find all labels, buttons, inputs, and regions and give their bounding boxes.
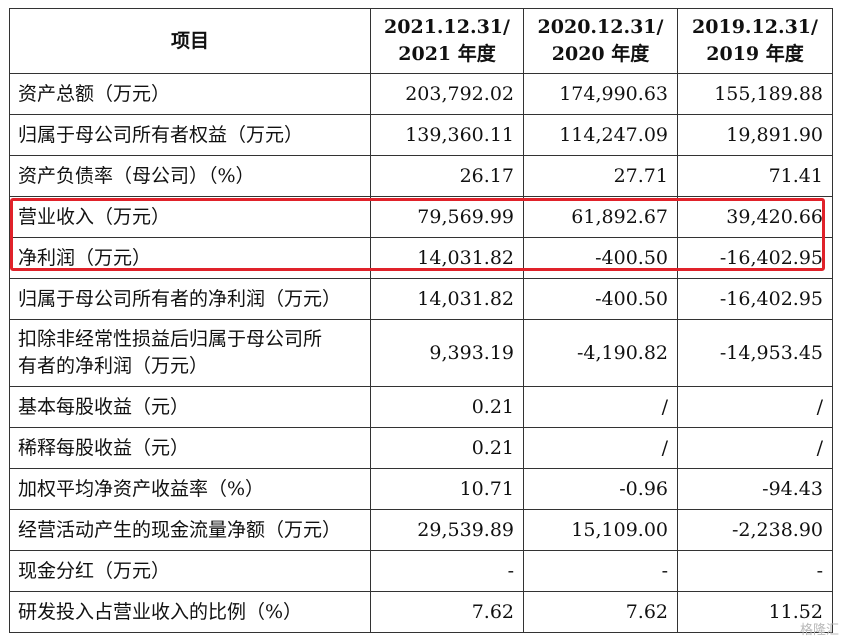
value-2020: -400.50: [523, 278, 678, 320]
value-2021: 26.17: [370, 155, 524, 197]
value-2021: 79,569.99: [370, 196, 524, 238]
watermark-logo: 格隆汇: [799, 623, 839, 638]
value-2021: -: [370, 550, 524, 592]
value-2020: /: [523, 427, 678, 469]
header-item: 项目: [9, 8, 371, 74]
value-2021: 29,539.89: [370, 509, 524, 551]
header-2019-year: 2019 年度: [706, 43, 804, 65]
row-label: 经营活动产生的现金流量净额（万元）: [9, 509, 371, 551]
value-2019: 19,891.90: [677, 114, 833, 156]
value-2020: -: [523, 550, 678, 592]
value-2019: -16,402.95: [677, 278, 833, 320]
value-2021: 14,031.82: [370, 278, 524, 320]
row-parent-net-profit: 归属于母公司所有者的净利润（万元） 14,031.82 -400.50 -16,…: [9, 278, 833, 320]
value-2021: 7.62: [370, 591, 524, 633]
row-label-line2: 有者的净利润（万元）: [18, 355, 209, 377]
value-2019: -14,953.45: [677, 319, 833, 387]
value-2019: -2,238.90: [677, 509, 833, 551]
row-label: 稀释每股收益（元）: [9, 427, 371, 469]
row-debt-ratio: 资产负债率（母公司）（%） 26.17 27.71 71.41: [9, 155, 833, 197]
value-2021: 9,393.19: [370, 319, 524, 387]
value-2019: 39,420.66: [677, 196, 833, 238]
row-diluted-eps: 稀释每股收益（元） 0.21 / /: [9, 427, 833, 469]
value-2020: -4,190.82: [523, 319, 678, 387]
value-2020: 174,990.63: [523, 73, 678, 115]
value-2019: -16,402.95: [677, 237, 833, 279]
row-label: 资产负债率（母公司）（%）: [9, 155, 371, 197]
row-operating-cash-flow: 经营活动产生的现金流量净额（万元） 29,539.89 15,109.00 -2…: [9, 509, 833, 551]
header-2019-date: 2019.12.31/: [692, 16, 818, 39]
value-2019: /: [677, 386, 833, 428]
value-2020: -0.96: [523, 468, 678, 510]
header-2019: 2019.12.31/ 2019 年度: [677, 8, 833, 74]
row-cash-dividend: 现金分红（万元） - - -: [9, 550, 833, 592]
value-2020: -400.50: [523, 237, 678, 279]
value-2020: 114,247.09: [523, 114, 678, 156]
row-label: 营业收入（万元）: [9, 196, 371, 238]
row-net-profit: 净利润（万元） 14,031.82 -400.50 -16,402.95: [9, 237, 833, 279]
value-2021: 0.21: [370, 427, 524, 469]
row-label: 资产总额（万元）: [9, 73, 371, 115]
row-roe: 加权平均净资产收益率（%） 10.71 -0.96 -94.43: [9, 468, 833, 510]
highlight-box: [10, 198, 825, 271]
financial-table: 项目 2021.12.31/ 2021 年度 2020.12.31/ 2020 …: [9, 8, 833, 633]
value-2020: /: [523, 386, 678, 428]
value-2019: 11.52: [677, 591, 833, 633]
header-2020-date: 2020.12.31/: [537, 16, 664, 39]
row-label: 现金分红（万元）: [9, 550, 371, 592]
row-basic-eps: 基本每股收益（元） 0.21 / /: [9, 386, 833, 428]
row-rd-ratio: 研发投入占营业收入的比例（%） 7.62 7.62 11.52: [9, 591, 833, 633]
value-2020: 27.71: [523, 155, 678, 197]
value-2020: 7.62: [523, 591, 678, 633]
row-label: 净利润（万元）: [9, 237, 371, 279]
value-2020: 15,109.00: [523, 509, 678, 551]
value-2021: 203,792.02: [370, 73, 524, 115]
row-label: 研发投入占营业收入的比例（%）: [9, 591, 371, 633]
value-2019: /: [677, 427, 833, 469]
row-label: 基本每股收益（元）: [9, 386, 371, 428]
header-2020-year: 2020 年度: [551, 43, 650, 65]
row-label: 归属于母公司所有者权益（万元）: [9, 114, 371, 156]
value-2021: 0.21: [370, 386, 524, 428]
row-parent-equity: 归属于母公司所有者权益（万元） 139,360.11 114,247.09 19…: [9, 114, 833, 156]
value-2019: -94.43: [677, 468, 833, 510]
row-label: 加权平均净资产收益率（%）: [9, 468, 371, 510]
row-label: 归属于母公司所有者的净利润（万元）: [9, 278, 371, 320]
header-row: 项目 2021.12.31/ 2021 年度 2020.12.31/ 2020 …: [9, 8, 833, 74]
row-label-line1: 扣除非经常性损益后归属于母公司所: [18, 328, 323, 351]
row-label: 扣除非经常性损益后归属于母公司所 有者的净利润（万元）: [9, 319, 371, 387]
header-2021-date: 2021.12.31/: [384, 16, 510, 39]
value-2021: 10.71: [370, 468, 524, 510]
value-2019: -: [677, 550, 833, 592]
value-2021: 139,360.11: [370, 114, 524, 156]
header-2021: 2021.12.31/ 2021 年度: [370, 8, 524, 74]
header-2021-year: 2021 年度: [398, 43, 496, 65]
value-2019: 71.41: [677, 155, 833, 197]
row-revenue: 营业收入（万元） 79,569.99 61,892.67 39,420.66: [9, 196, 833, 238]
row-total-assets: 资产总额（万元） 203,792.02 174,990.63 155,189.8…: [9, 73, 833, 115]
header-2020: 2020.12.31/ 2020 年度: [523, 8, 678, 74]
value-2019: 155,189.88: [677, 73, 833, 115]
row-deducted-net-profit: 扣除非经常性损益后归属于母公司所 有者的净利润（万元） 9,393.19 -4,…: [9, 319, 833, 387]
